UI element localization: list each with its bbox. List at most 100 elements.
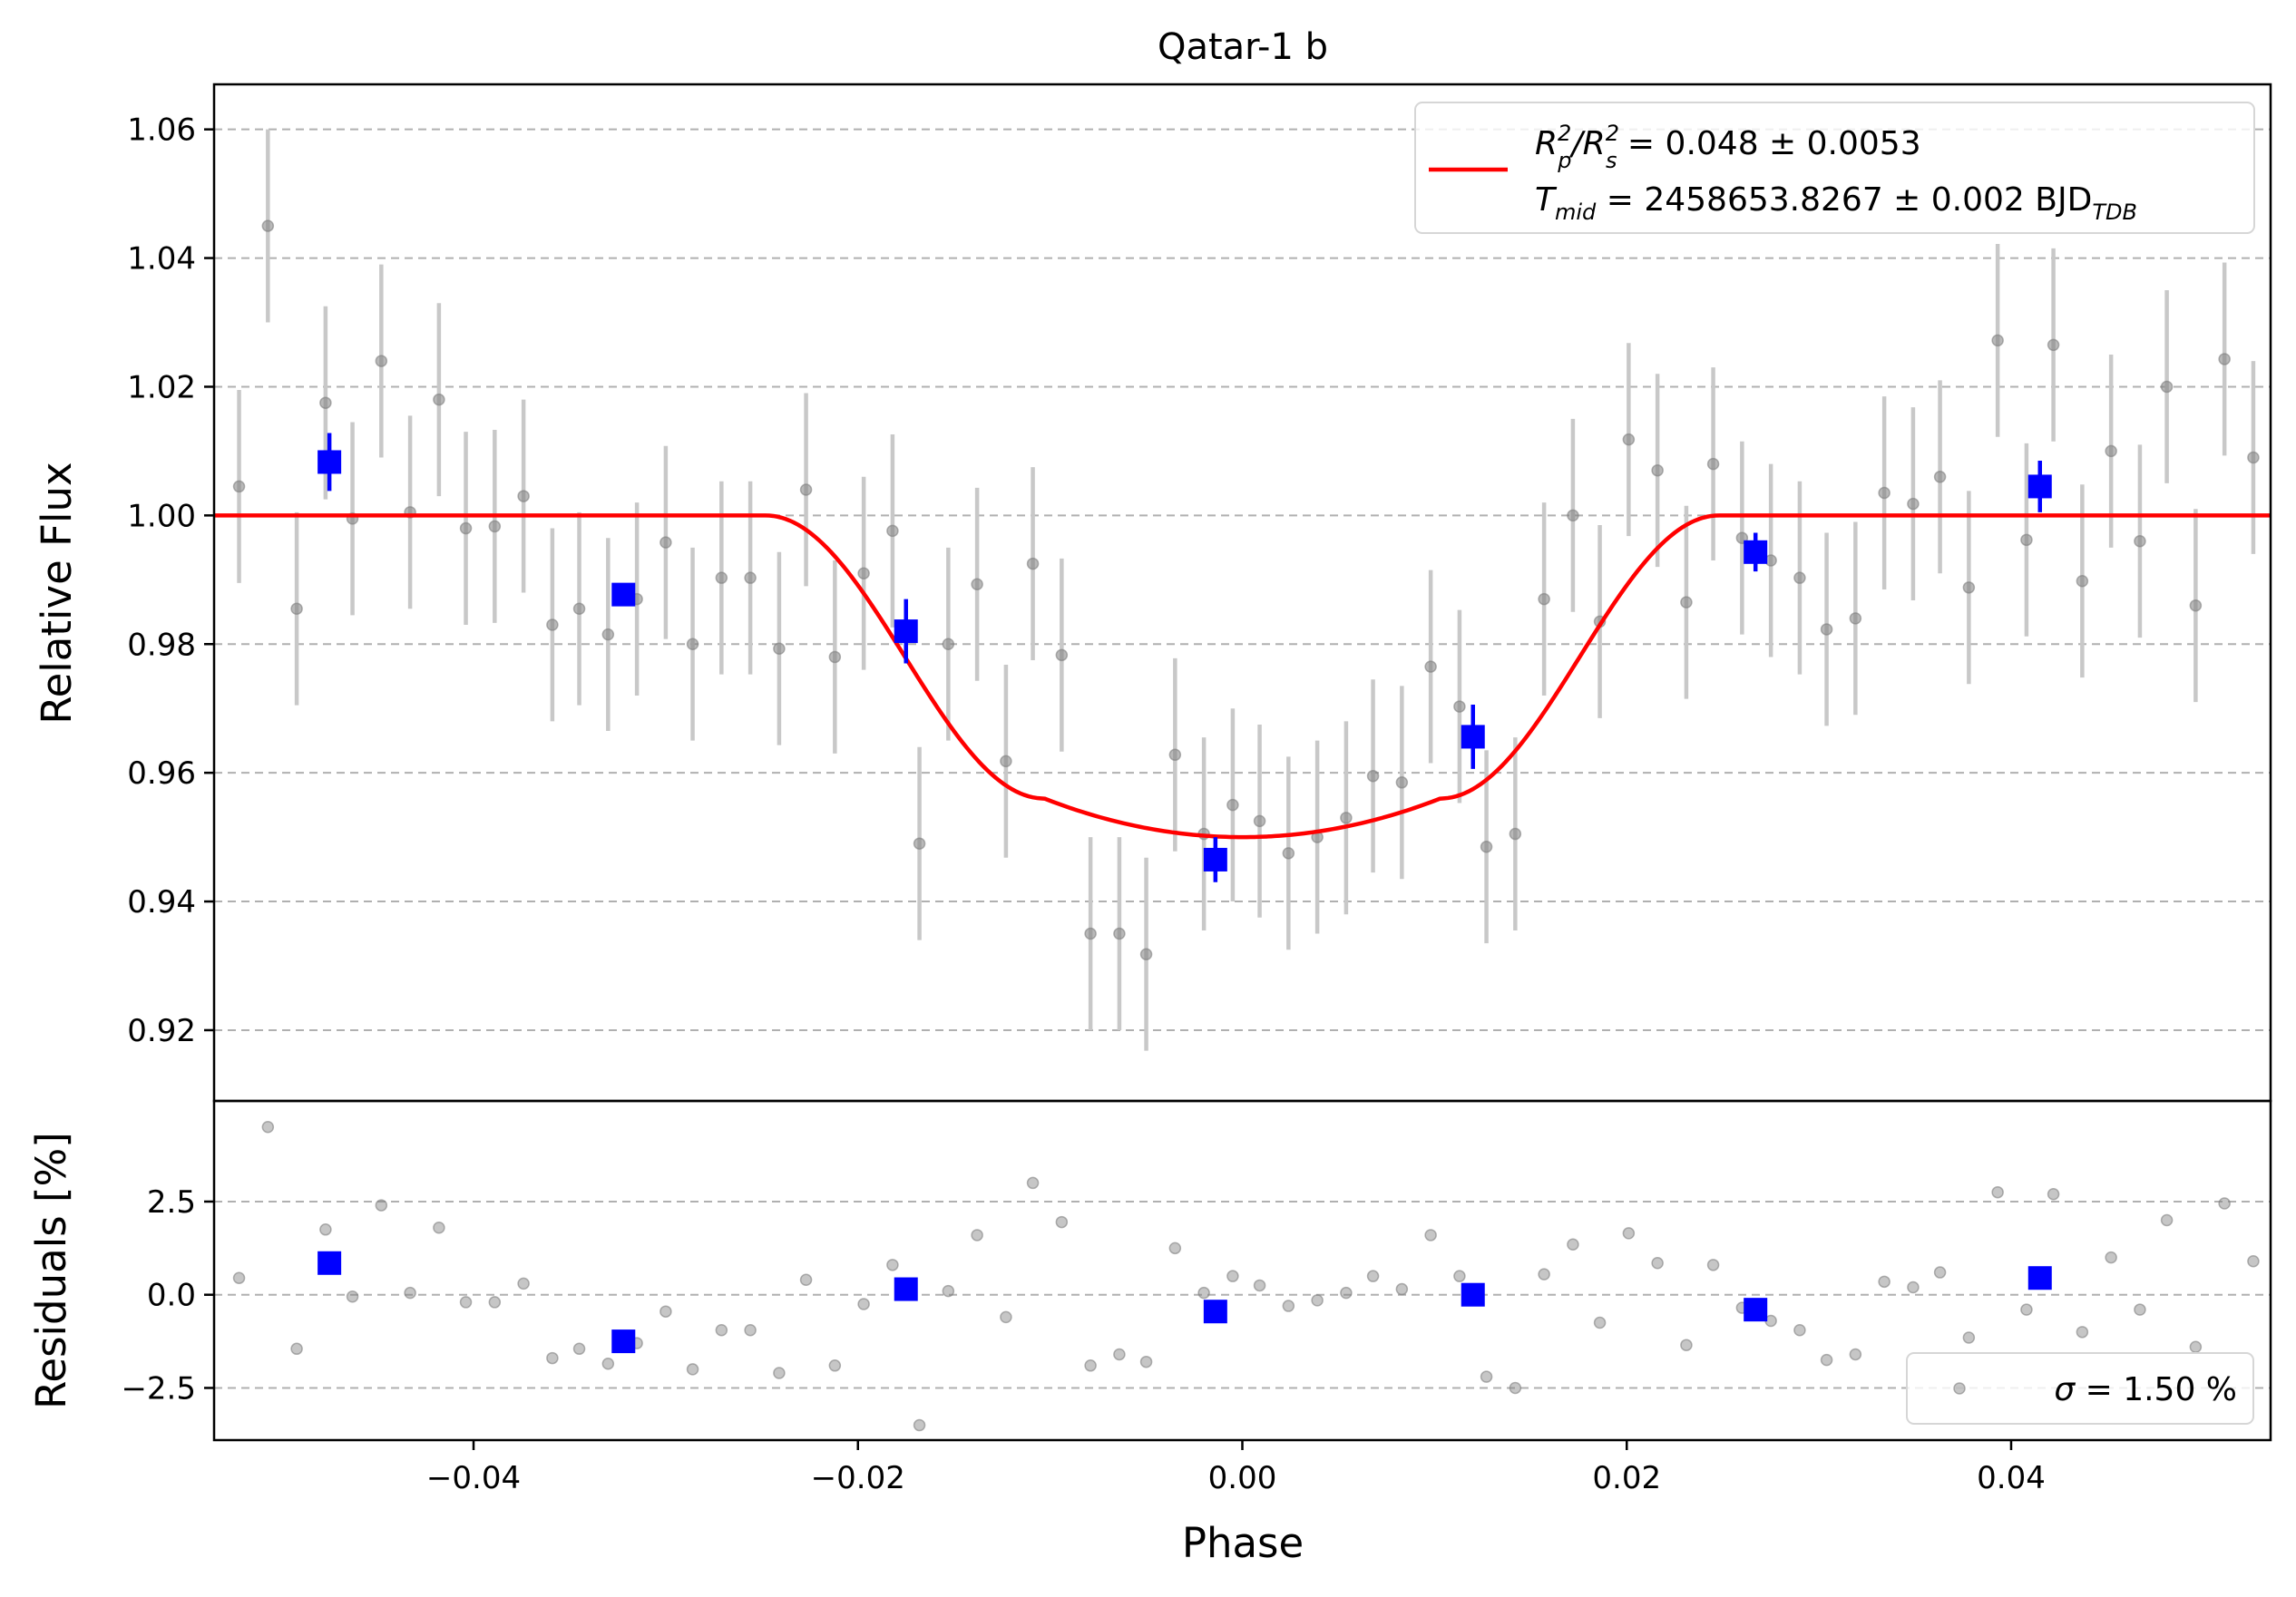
residual-point	[1139, 1355, 1153, 1368]
data-point	[601, 628, 615, 641]
main-y-tick-label: 1.06	[127, 112, 196, 149]
residual-point	[601, 1357, 615, 1370]
x-axis-label: Phase	[1182, 1519, 1304, 1567]
residual-point	[1706, 1259, 1720, 1271]
data-point	[1793, 571, 1806, 584]
data-point	[232, 480, 246, 493]
data-point	[1567, 509, 1579, 522]
residual-point	[2218, 1197, 2231, 1210]
data-point	[913, 837, 926, 850]
data-point	[2076, 574, 2089, 588]
data-point	[942, 638, 955, 651]
main-legend-box	[1414, 102, 2255, 234]
residual-point	[1820, 1353, 1833, 1367]
residual-binned-point	[2027, 1266, 2052, 1290]
residuals-y-axis-label: Residuals [%]	[27, 1132, 75, 1409]
residual-point	[346, 1290, 359, 1303]
data-point	[1253, 814, 1266, 828]
residual-point	[2189, 1340, 2203, 1354]
residual-point	[459, 1296, 473, 1309]
data-point	[546, 618, 559, 631]
residual-point	[1907, 1281, 1920, 1294]
data-point	[1706, 457, 1720, 471]
residual-point	[1366, 1270, 1380, 1282]
residual-point	[1168, 1242, 1182, 1255]
data-point	[319, 396, 332, 409]
binned-point	[1203, 847, 1227, 872]
chart-title: Qatar-1 b	[1158, 26, 1328, 68]
residual-point	[2105, 1251, 2117, 1264]
data-point	[2247, 451, 2260, 464]
residual-point	[261, 1121, 275, 1134]
residual-point	[1026, 1176, 1040, 1190]
data-point	[2020, 533, 2033, 547]
residual-point	[433, 1221, 445, 1234]
data-point	[1820, 623, 1833, 636]
data-point	[1907, 497, 1920, 511]
residual-point	[886, 1259, 899, 1271]
residual-point	[1253, 1279, 1266, 1292]
x-tick-label: 0.02	[1592, 1460, 1661, 1496]
data-point	[2160, 380, 2174, 394]
residual-point	[1962, 1331, 1976, 1344]
data-point	[375, 355, 388, 367]
data-point	[572, 602, 586, 615]
residual-point	[517, 1277, 530, 1290]
residual-point	[942, 1284, 955, 1298]
residual-point	[1424, 1229, 1437, 1242]
data-point	[488, 520, 502, 533]
residual-binned-point	[1461, 1282, 1485, 1307]
main-y-tick-label: 0.94	[127, 884, 196, 920]
residuals-y-tick-label: −2.5	[121, 1370, 196, 1407]
data-point	[773, 642, 786, 655]
residual-point	[1622, 1227, 1636, 1240]
residual-point	[1680, 1339, 1693, 1351]
residual-point	[232, 1271, 246, 1284]
residual-point	[971, 1229, 983, 1242]
data-point	[1651, 463, 1664, 477]
binned-point	[1744, 540, 1768, 564]
data-point	[1395, 776, 1409, 789]
data-point	[1168, 748, 1182, 762]
transit-model-curve	[214, 513, 2271, 840]
residual-binned-point	[318, 1251, 342, 1275]
residual-point	[2247, 1254, 2260, 1268]
residual-point	[572, 1342, 586, 1356]
data-point	[1424, 660, 1437, 673]
main-y-tick-label: 0.96	[127, 755, 196, 792]
data-point	[1000, 755, 1012, 768]
data-point	[1026, 557, 1040, 570]
data-point	[459, 521, 473, 535]
residuals-binned-points	[318, 1251, 2052, 1354]
residual-point	[857, 1298, 870, 1310]
residual-point	[799, 1273, 813, 1287]
data-point	[1680, 596, 1693, 609]
residual-point	[1793, 1324, 1806, 1337]
data-point	[857, 567, 870, 579]
data-point	[1933, 471, 1947, 483]
residual-point	[1197, 1286, 1210, 1300]
residual-point	[319, 1223, 332, 1236]
x-tick-label: −0.02	[811, 1460, 905, 1496]
residual-point	[404, 1286, 416, 1300]
data-point	[799, 483, 813, 496]
residuals-legend-box	[1906, 1352, 2254, 1425]
data-point	[659, 536, 672, 549]
binned-point	[318, 450, 342, 474]
data-point	[2134, 534, 2146, 548]
main-y-tick-label: 1.04	[127, 241, 196, 278]
data-point	[1849, 612, 1862, 625]
binned-point	[894, 619, 918, 644]
residuals-gridlines	[214, 1200, 2271, 1389]
residual-point	[1113, 1348, 1126, 1361]
data-point	[886, 524, 899, 538]
data-point	[1226, 798, 1239, 812]
legend-entry-sigma: σ = 1.50 %	[2054, 1371, 2237, 1408]
main-panel: 0.92 0.94 0.96 0.98 1.00 1.02 1.04 1.06 Relativ…	[33, 83, 2272, 1103]
binned-point	[611, 582, 636, 607]
binned-point	[2027, 474, 2052, 499]
residual-point	[290, 1342, 303, 1356]
residuals-y-ticks: −2.5 0.0 2.5	[121, 1184, 214, 1407]
data-point	[2189, 599, 2203, 612]
